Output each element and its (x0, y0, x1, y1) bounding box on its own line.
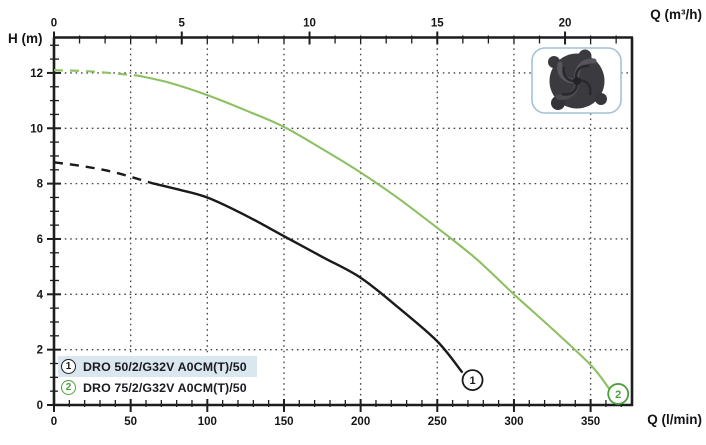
bottom-axis-tick-label: 50 (124, 416, 137, 428)
vortex-impeller-icon (548, 49, 607, 110)
curve-2-dashed-segment (53, 69, 139, 77)
bottom-axis-tick-label: 300 (504, 416, 523, 428)
y-axis-tick-label: 2 (37, 345, 43, 357)
bottom-axis-tick-label: 250 (428, 416, 447, 428)
legend: 1 DRO 50/2/G32V A0CM(T)/50 2 DRO 75/2/G3… (58, 356, 257, 398)
curve-1-legend-label: DRO 50/2/G32V A0CM(T)/50 (83, 359, 247, 374)
bottom-axis-tick-label: 350 (581, 416, 600, 428)
impeller-image (531, 47, 622, 114)
bottom-axis-tick-label: 100 (198, 416, 217, 428)
curve-2-path (137, 74, 611, 390)
top-axis-tick-label: 0 (51, 18, 57, 30)
y-axis-tick-label: 10 (30, 123, 43, 135)
bottom-axis-tick-label: 0 (51, 416, 57, 428)
top-axis-tick-label: 10 (303, 18, 316, 30)
y-axis-tick-label: 4 (37, 289, 44, 301)
curve-2-legend-label: DRO 75/2/G32V A0CM(T)/50 (83, 380, 247, 395)
top-axis-label: Q (m³/h) (650, 7, 702, 22)
y-axis-tick-label: 12 (30, 68, 43, 80)
bottom-axis-tick-label: 200 (351, 416, 370, 428)
legend-item-dro75: 2 DRO 75/2/G32V A0CM(T)/50 (58, 377, 257, 398)
curve-2-end-marker-label: 2 (615, 389, 621, 401)
top-axis-tick-label: 20 (559, 18, 572, 30)
y-axis-label: H (m) (8, 31, 43, 46)
y-axis-tick-label: 8 (37, 179, 44, 191)
curve-1-end-marker (461, 369, 484, 391)
curve-1-end-marker-label: 1 (469, 375, 475, 387)
y-axis-tick-label: 6 (37, 234, 43, 246)
curve-1-legend-marker: 1 (61, 359, 76, 374)
bottom-axis-tick-label: 150 (274, 416, 293, 428)
top-axis-tick-label: 5 (179, 18, 186, 30)
curve-1-path (152, 182, 463, 373)
curve-1-dashed-segment (53, 161, 155, 185)
bottom-axis-label: Q (l/min) (647, 412, 702, 427)
legend-item-dro50: 1 DRO 50/2/G32V A0CM(T)/50 (58, 356, 257, 377)
top-axis-tick-label: 15 (431, 18, 444, 30)
curve-2-legend-marker: 2 (61, 380, 76, 395)
curve-2-end-marker (607, 383, 630, 405)
y-axis-tick-label: 0 (37, 400, 43, 412)
